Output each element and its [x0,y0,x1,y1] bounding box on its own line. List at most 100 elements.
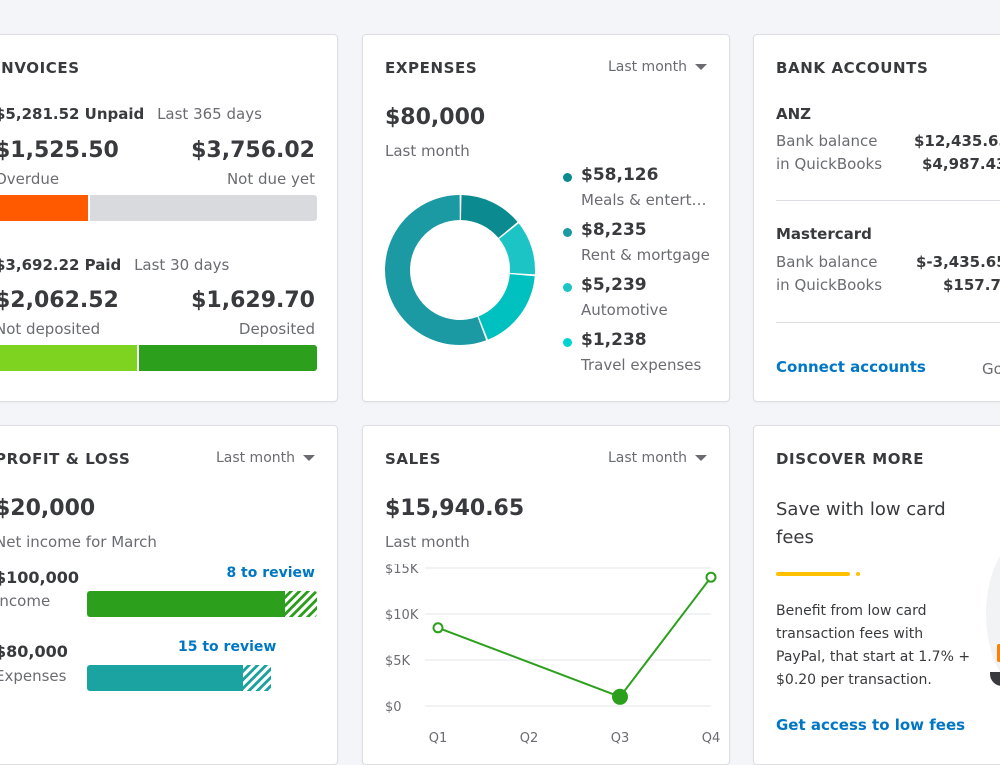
expenses-review-link[interactable]: 15 to review [178,639,277,655]
x-tick-label: Q3 [611,731,630,746]
income-segment[interactable] [87,591,285,617]
accent-dot [856,572,860,576]
discover-more-card: DISCOVER MORE Save with low card fees Be… [753,425,1000,765]
legend-amount[interactable]: $5,239 [581,275,647,295]
income-review-link[interactable]: 8 to review [226,565,315,581]
legend-label: Rent & mortgage [581,246,710,264]
bank-balance-value: $12,435.65 [914,132,1000,150]
legend-dot [563,173,572,182]
invoices-paid: $3,692.22 Paid Last 30 days [0,256,229,274]
discover-headline: Save with low card fees [776,496,946,552]
legend-amount[interactable]: $58,126 [581,165,659,185]
deposited-segment[interactable] [138,345,317,371]
legend-dot [563,338,572,347]
donut-slice[interactable] [460,195,518,238]
donut-slice[interactable] [478,274,535,340]
discover-headline-line: fees [776,527,814,548]
sales-title: SALES [385,450,442,468]
legend-label: Meals & entert… [581,191,707,209]
illustration-accent [997,644,1000,662]
connect-accounts-link[interactable]: Connect accounts [776,358,926,376]
invoices-overdue-amount[interactable]: $1,525.50 [0,138,119,163]
chevron-down-icon [303,455,315,461]
expenses-title: EXPENSES [385,59,478,77]
discover-body-line: PayPal, that start at 1.7% + [776,649,971,665]
income-amount: $100,000 [0,568,80,587]
invoices-not-deposited-amount[interactable]: $2,062.52 [0,288,119,313]
y-tick-label: $5K [385,654,411,669]
bank-balance-label: Bank balance [776,253,878,271]
invoices-deposited-amount[interactable]: $1,629.70 [191,288,315,313]
legend-dot [563,228,572,237]
quickbooks-balance-label: in QuickBooks [776,276,883,294]
income-review-segment[interactable] [284,591,317,617]
discover-body-line: Benefit from low card [776,603,927,619]
discover-body-line: transaction fees with [776,626,924,642]
invoices-not-due-amount[interactable]: $3,756.02 [191,138,315,163]
net-income-label: Net income for March [0,533,157,551]
income-bar[interactable] [87,591,317,617]
not-due-segment[interactable] [90,195,317,221]
sales-data-point[interactable] [705,571,717,583]
discover-body: Benefit from low card transaction fees w… [776,600,970,692]
expenses-period-dropdown[interactable]: Last month [608,59,707,75]
profit-loss-period-label: Last month [215,450,295,466]
invoices-paid-amount: $3,692.22 Paid [0,256,122,274]
go-to-registers-link[interactable]: Go [982,360,1000,378]
x-tick-label: Q2 [520,731,539,746]
legend-amount[interactable]: $8,235 [581,220,647,240]
invoices-unpaid-amount: $5,281.52 Unpaid [0,105,145,123]
overdue-segment[interactable] [0,195,89,221]
illustration-shadow [990,672,1000,686]
sales-total: $15,940.65 [385,496,525,521]
bank-balance-value: $-3,435.65 [916,253,1000,271]
sales-period-label: Last month [607,450,687,466]
net-income-amount: $20,000 [0,496,96,521]
invoices-paid-bar[interactable] [0,345,317,371]
expenses-label: Expenses [0,667,67,685]
donut-slice[interactable] [385,195,487,345]
sales-period-dropdown[interactable]: Last month [608,450,707,466]
invoices-deposited-label: Deposited [238,320,315,338]
expenses-total: $80,000 [385,105,486,130]
expenses-bar[interactable] [87,665,271,691]
bank-account-name[interactable]: ANZ [776,105,812,123]
expenses-period-label: Last month [607,59,687,75]
profit-loss-title: PROFIT & LOSS [0,450,131,468]
legend-amount[interactable]: $1,238 [581,330,647,350]
income-label: Income [0,592,51,610]
expenses-total-label: Last month [385,142,470,160]
illustration-circle [986,534,1000,694]
divider [776,322,1000,323]
accent-underline [776,572,850,576]
not-deposited-segment[interactable] [0,345,137,371]
invoices-paid-period: Last 30 days [134,256,230,274]
discover-headline-line: Save with low card [776,499,946,520]
sales-card: SALES Last month $15,940.65 Last month $… [362,425,730,765]
quickbooks-balance-value: $4,987.43 [922,155,1000,173]
expenses-card: EXPENSES Last month $80,000 Last month $… [362,34,730,402]
x-tick-label: Q4 [702,731,721,746]
invoices-unpaid-bar[interactable] [0,195,317,221]
quickbooks-balance-value: $157.72 [943,276,1000,294]
donut-slice[interactable] [499,223,535,275]
chevron-down-icon [695,455,707,461]
invoices-overdue-label: Overdue [0,170,60,188]
sales-line-chart: $15K $10K $5K $0 Q1 Q2 Q3 Q4 [385,564,721,746]
invoices-unpaid: $5,281.52 Unpaid Last 365 days [0,105,262,123]
sales-total-label: Last month [385,533,470,551]
legend-label: Travel expenses [581,356,702,374]
sales-data-point[interactable] [432,622,444,634]
bank-account-name[interactable]: Mastercard [776,225,872,243]
bank-accounts-card: BANK ACCOUNTS ANZ Bank balance $12,435.6… [753,34,1000,402]
discover-cta-link[interactable]: Get access to low fees [776,716,966,734]
sales-data-point[interactable] [612,688,628,705]
bank-balance-label: Bank balance [776,132,878,150]
invoices-title: INVOICES [0,59,80,77]
bank-accounts-title: BANK ACCOUNTS [776,59,929,77]
profit-loss-period-dropdown[interactable]: Last month [216,450,315,466]
legend-label: Automotive [581,301,668,319]
expenses-review-segment[interactable] [243,665,271,691]
expenses-segment[interactable] [87,665,244,691]
expenses-amount: $80,000 [0,642,68,661]
